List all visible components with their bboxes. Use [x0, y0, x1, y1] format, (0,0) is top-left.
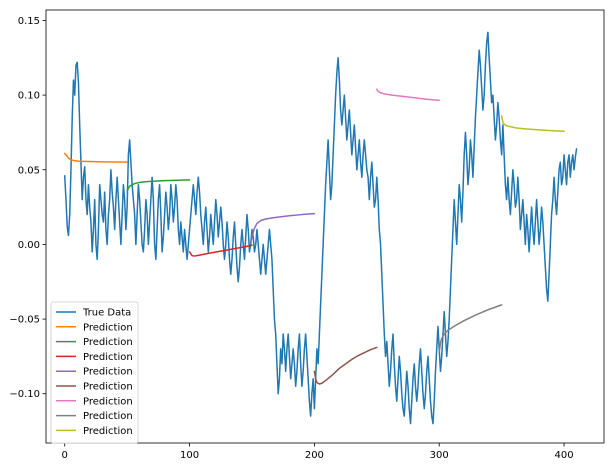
- series-line-7: [438, 304, 503, 353]
- x-tick-label: 300: [430, 450, 449, 461]
- legend-label-2: Prediction: [83, 337, 133, 348]
- x-tick-label: 100: [180, 450, 199, 461]
- series-line-4: [251, 212, 316, 240]
- legend: True Data Prediction Prediction Prediction P…: [50, 301, 139, 444]
- legend-label-3: Prediction: [83, 352, 133, 363]
- y-tick-label: −0.05: [9, 315, 40, 326]
- axes-layer: 0 100 200 300 400 −0.10 −0.05 0.00 0.05 0.10 0.15: [9, 16, 573, 461]
- legend-label-6: Prediction: [83, 396, 133, 407]
- x-tick-label: 0: [62, 450, 68, 461]
- legend-box: [50, 301, 139, 444]
- y-tick-label: 0.00: [18, 240, 40, 251]
- x-tick-label: 400: [555, 450, 574, 461]
- series-line-3: [188, 244, 253, 257]
- series-line-5: [313, 346, 378, 385]
- legend-label-0: True Data: [82, 308, 131, 319]
- x-tick-label: 200: [305, 450, 324, 461]
- y-tick-label: −0.10: [9, 389, 40, 400]
- plot-frame: [45, 9, 605, 444]
- legend-label-7: Prediction: [83, 411, 133, 422]
- y-tick-label: 0.15: [18, 16, 40, 27]
- series-line-2: [126, 179, 191, 192]
- series-line-1: [63, 152, 128, 163]
- y-tick-label: 0.05: [18, 165, 40, 176]
- series-line-8: [500, 115, 565, 132]
- series-layer: [63, 31, 578, 425]
- legend-label-4: Prediction: [83, 367, 133, 378]
- legend-label-8: Prediction: [83, 426, 133, 437]
- series-line-0: [63, 31, 578, 425]
- legend-label-1: Prediction: [83, 322, 133, 333]
- series-line-6: [376, 88, 440, 102]
- legend-label-5: Prediction: [83, 382, 133, 393]
- y-tick-label: 0.10: [18, 91, 40, 102]
